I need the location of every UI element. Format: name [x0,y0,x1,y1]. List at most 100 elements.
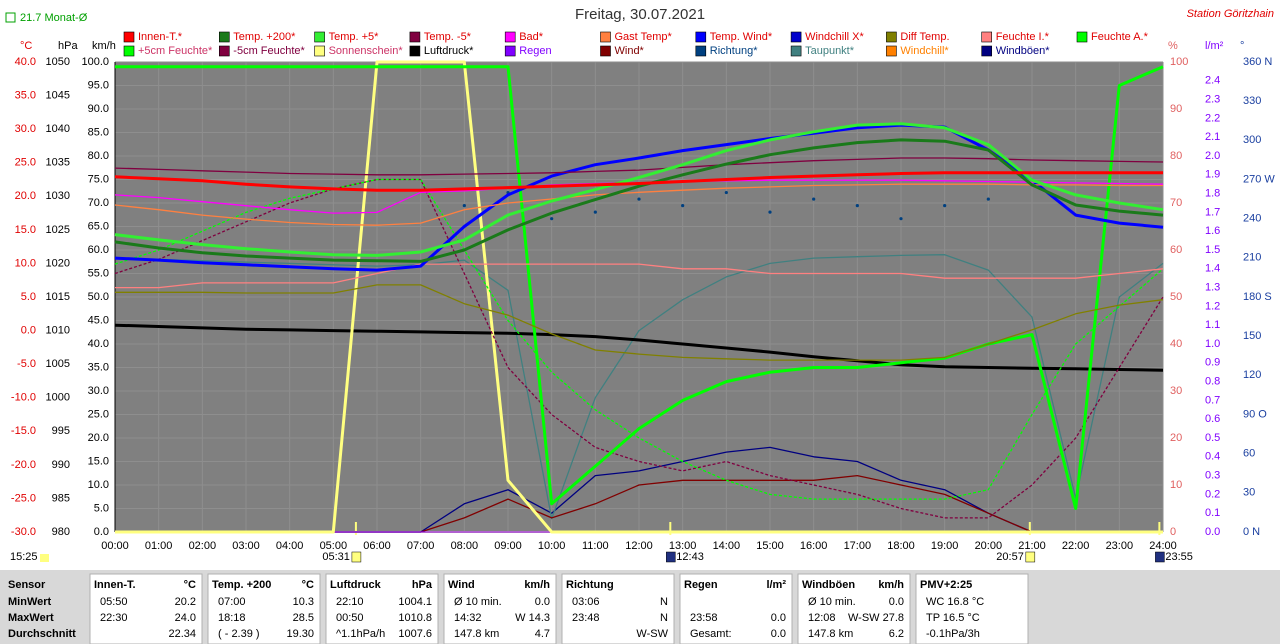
y-tick-label: 0.7 [1205,394,1220,406]
y-tick-label: 80.0 [88,150,109,162]
table-column [325,573,439,644]
y-tick-label: 1035 [46,157,70,169]
legend-label: Temp. Wind* [710,31,773,43]
y-tick-label: 210 [1243,252,1261,264]
legend-swatch [695,31,707,43]
y-tick-label: 1005 [46,358,70,370]
x-tick-label: 13:00 [669,540,697,552]
data-point [943,204,947,208]
table-cell: 10.3 [293,596,314,608]
station-name: Station Göritzhain [1187,8,1274,20]
table-column [797,573,911,644]
data-point [681,204,685,208]
axis-unit: % [1168,40,1178,52]
y-tick-label: 65.0 [88,220,109,232]
y-tick-label: 1030 [46,190,70,202]
y-tick-label: 270 W [1243,173,1275,185]
legend-swatch [695,45,707,57]
y-tick-label: 30.0 [88,385,109,397]
legend-swatch [409,31,421,43]
y-tick-label: 45.0 [88,314,109,326]
y-tick-label: 0.8 [1205,376,1220,388]
x-tick-label: 11:00 [582,540,609,552]
x-tick-label: 24:00 [1149,540,1177,552]
table-cell: 07:00 [218,596,246,608]
y-tick-label: 75.0 [88,173,109,185]
series-line [114,122,1164,257]
column-header: Windböen [802,579,855,591]
table-cell: Ø 10 min. [454,596,502,608]
legend-label: Feuchte A.* [1091,31,1149,43]
y-tick-label: 1000 [46,392,70,404]
y-tick-label: -30.0 [11,526,36,538]
table-cell: 1004.1 [398,596,432,608]
legend-label: Diff Temp. [900,31,949,43]
legend-label: +5cm Feuchte* [138,45,213,57]
legend-label: Windchill X* [805,31,864,43]
column-header: Richtung [566,579,614,591]
legend-swatch [981,45,993,57]
time-stamp: 15:25 [10,551,38,563]
legend-swatch [314,45,325,57]
y-tick-label: 0.4 [1205,451,1220,463]
table-cell: 22:30 [100,612,128,624]
table-cell: 4.7 [535,628,550,640]
legend-label: Wind* [615,45,645,57]
legend-swatch [504,31,516,43]
table-cell: W-SW [636,628,668,640]
y-tick-label: 1.4 [1205,263,1220,275]
table-cell: 23:58 [690,612,718,624]
y-tick-label: 1050 [46,56,70,68]
table-column [915,573,1029,644]
series-line [114,138,1164,263]
y-tick-label: 0 [1170,526,1176,538]
table: Sensor MinWert MaxWert Durchschnitt Innen-T.… [8,573,1029,644]
y-tick-label: 1.3 [1205,282,1220,294]
table-cell: 00:50 [336,612,364,624]
table-cell: -0.1hPa/3h [926,628,980,640]
y-tick-label: 20.0 [15,190,36,202]
table-cell: 147.8 km [808,628,853,640]
axis-unit: °C [20,40,32,52]
legend-swatch [600,45,611,57]
x-tick-label: 21:00 [1018,540,1046,552]
y-tick-label: 90.0 [88,103,109,115]
y-tick-label: 5.0 [21,291,36,303]
y-tick-label: 1040 [46,123,70,135]
table-cell: 22.34 [168,628,196,640]
table-cell: W-SW 27.8 [848,612,904,624]
y-tick-label: 100 [1170,56,1188,68]
y-tick-label: 40 [1170,338,1182,350]
legend-swatch [219,31,230,43]
series-line [114,157,1164,176]
table-cell: 03:06 [572,596,600,608]
y-tick-label: 1.1 [1205,319,1220,331]
y-tick-label: 50.0 [88,291,109,303]
column-unit: km/h [878,579,904,591]
y-tick-label: 70.0 [88,197,109,209]
y-tick-label: 180 S [1243,291,1272,303]
table-cell: W 14.3 [515,612,550,624]
y-tick-label: 0.0 [94,526,109,538]
legend-label: Sonnenschein* [329,45,404,57]
y-tick-label: 2.3 [1205,94,1220,106]
month-icon [5,12,16,23]
legend-label: Temp. -5* [424,31,472,43]
y-tick-label: 30 [1170,385,1182,397]
y-tick-label: 990 [52,459,70,471]
y-tick-label: 100.0 [81,56,109,68]
month-average: 21.7 Monat-Ø [20,12,88,24]
y-tick-label: 0.0 [21,324,36,336]
series-line [114,171,1163,192]
y-tick-label: 90 [1170,103,1182,115]
y-tick-label: 330 [1243,95,1261,107]
table-cell: 23:48 [572,612,600,624]
x-tick-label: 20:00 [975,540,1003,552]
legend-label: Regen [519,45,551,57]
data-point [812,197,816,201]
x-tick-label: 05:00 [320,540,348,552]
y-tick-label: 980 [52,526,70,538]
table-cell: 147.8 km [454,628,499,640]
legend-swatch [886,31,897,43]
